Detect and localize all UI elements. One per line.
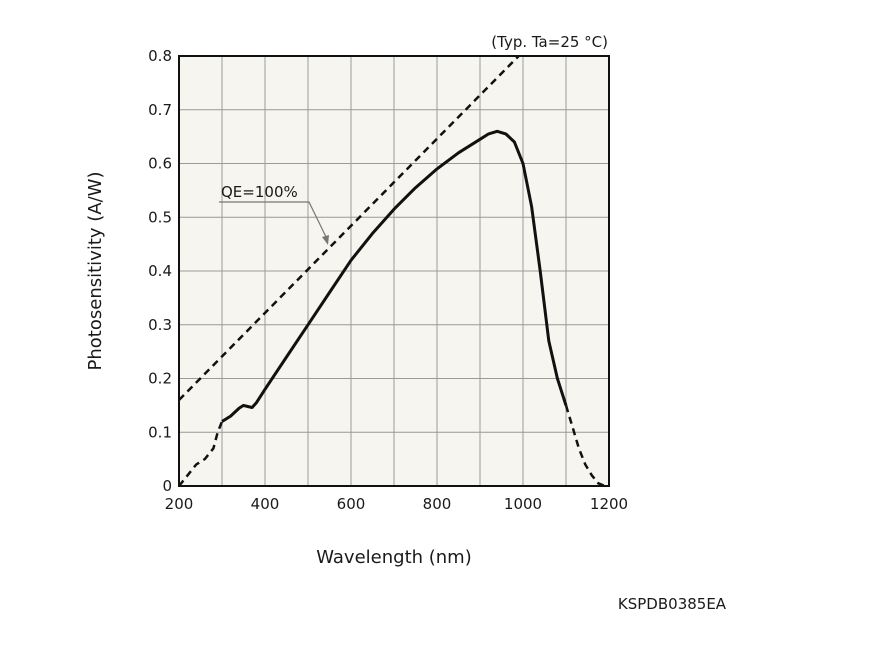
x-tick-label: 400 [251, 495, 280, 513]
y-tick-labels: 0 0.1 0.2 0.3 0.4 0.5 0.6 0.7 0.8 [148, 47, 172, 495]
y-tick-label: 0.1 [148, 423, 172, 441]
grid-lines [179, 56, 609, 486]
figure-code: KSPDB0385EA [618, 595, 727, 613]
annotation-layer: QE=100% [219, 183, 329, 245]
y-axis-title: Photosensitivity (A/W) [85, 172, 106, 371]
condition-note: (Typ. Ta=25 °C) [491, 33, 608, 51]
x-axis-title: Wavelength (nm) [316, 547, 472, 568]
y-tick-label: 0.8 [148, 47, 172, 65]
y-tick-label: 0.3 [148, 316, 172, 334]
qe-annotation-label: QE=100% [221, 183, 298, 201]
x-tick-label: 800 [423, 495, 452, 513]
plot-frame [178, 55, 610, 487]
photosensitivity-curve [221, 129, 568, 423]
y-tick-label: 0.6 [148, 155, 172, 173]
x-tick-label: 1000 [504, 495, 542, 513]
x-tick-label: 200 [165, 495, 194, 513]
x-tick-label: 600 [337, 495, 366, 513]
y-tick-label: 0 [162, 477, 172, 495]
qe-annotation-leader [219, 201, 329, 242]
y-tick-label: 0.4 [148, 262, 172, 280]
series-layer [178, 55, 606, 488]
x-tick-labels: 200 400 600 800 1000 1200 [165, 495, 628, 513]
x-tick-label: 1200 [590, 495, 628, 513]
photosensitivity-curve-dashed [564, 405, 606, 488]
photosensitivity-curve-dashed [178, 421, 224, 487]
y-tick-label: 0.7 [148, 101, 172, 119]
y-tick-label: 0.2 [148, 370, 172, 388]
y-tick-label: 0.5 [148, 208, 172, 226]
qe-annotation-arrowhead [322, 235, 329, 245]
qe-100-reference-line [178, 55, 520, 401]
